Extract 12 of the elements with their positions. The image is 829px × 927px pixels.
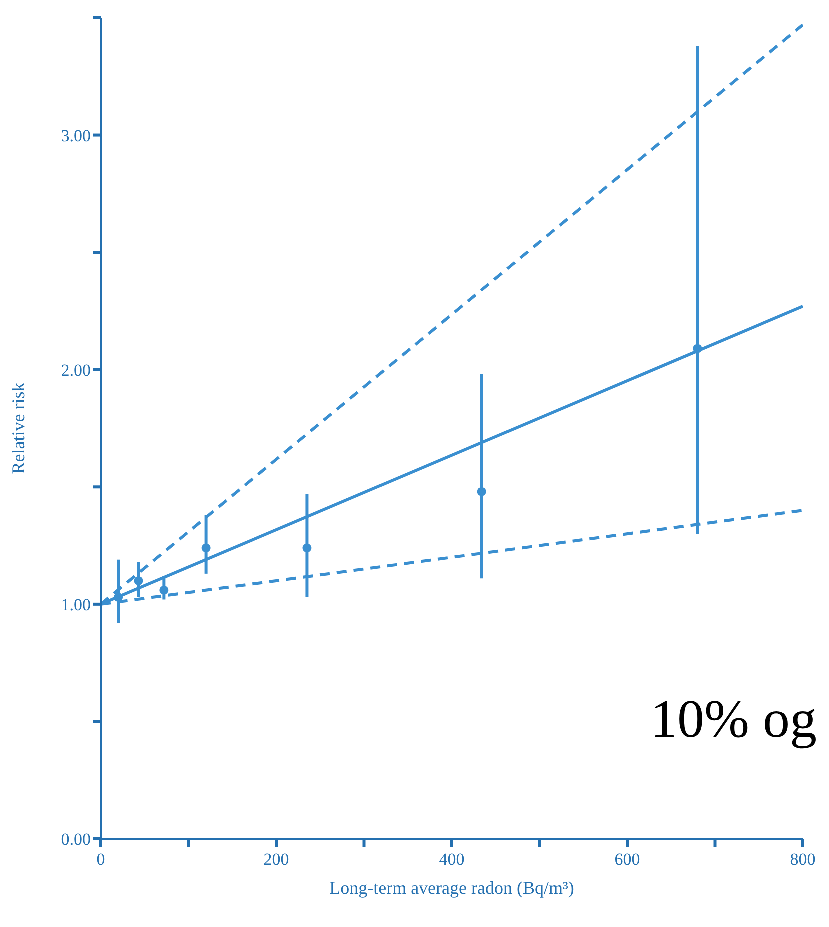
y-tick-label: 3.00 [61,126,91,146]
y-tick-label: 2.00 [61,360,91,380]
x-tick-label: 800 [790,850,816,869]
y-tick-label: 0.00 [61,830,91,850]
y-tick-label: 1.00 [61,595,91,614]
x-axis-title: Long-term average radon (Bq/m³) [330,878,574,898]
x-tick-label: 200 [264,850,290,869]
x-tick-label: 600 [614,850,640,869]
x-tick-label: 400 [439,850,465,869]
y-axis-title: Relative risk [8,382,28,474]
x-tick-label: 0 [96,850,106,869]
annotation: 10% og [650,688,817,750]
